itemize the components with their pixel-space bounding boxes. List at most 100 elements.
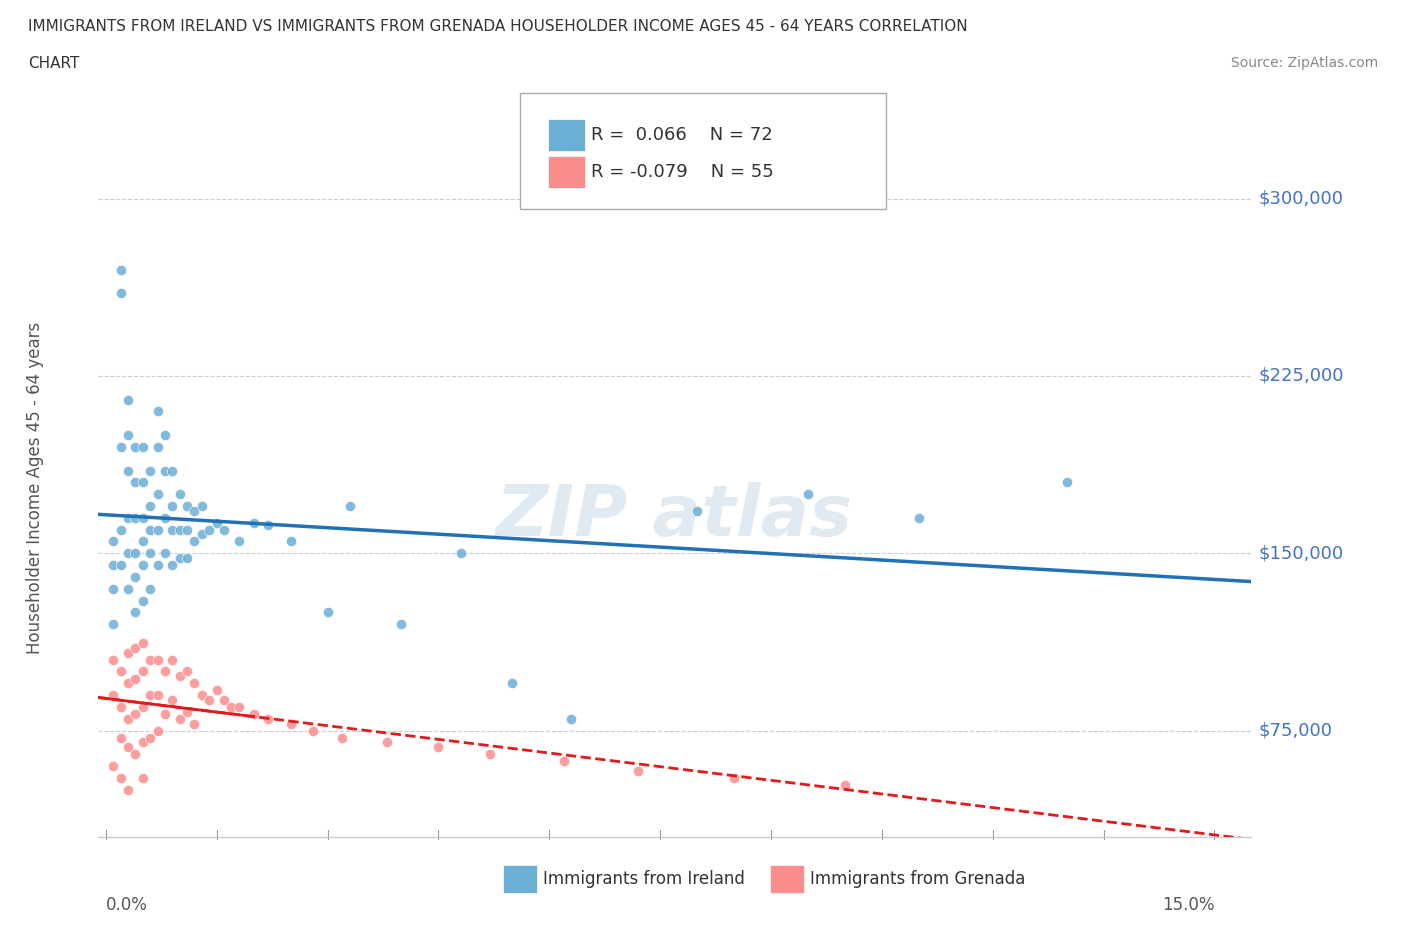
Point <box>198 522 221 537</box>
Point <box>132 593 155 608</box>
Point <box>117 581 139 596</box>
Point <box>280 534 302 549</box>
Point <box>146 724 169 738</box>
Point <box>242 707 264 722</box>
Point <box>479 747 502 762</box>
Point <box>124 511 146 525</box>
Point <box>176 704 198 719</box>
Point <box>228 534 250 549</box>
Point <box>316 604 339 619</box>
Point <box>153 707 176 722</box>
Point <box>153 511 176 525</box>
Point <box>169 486 191 501</box>
Point <box>117 739 139 754</box>
Point <box>110 522 132 537</box>
Point <box>103 558 125 573</box>
Point <box>132 511 155 525</box>
Point <box>132 664 155 679</box>
Point <box>124 569 146 584</box>
Point <box>117 546 139 561</box>
Point <box>146 687 169 702</box>
Point <box>339 498 361 513</box>
Point <box>139 522 162 537</box>
Text: 15.0%: 15.0% <box>1161 897 1215 914</box>
Point <box>501 676 523 691</box>
Point <box>132 699 155 714</box>
Point <box>124 707 146 722</box>
Point <box>834 777 856 792</box>
Point <box>110 262 132 277</box>
Point <box>169 669 191 684</box>
Text: Source: ZipAtlas.com: Source: ZipAtlas.com <box>1230 56 1378 70</box>
Point <box>560 711 582 726</box>
Text: $300,000: $300,000 <box>1258 190 1343 207</box>
Point <box>117 645 139 660</box>
Point <box>427 739 450 754</box>
Point <box>301 724 323 738</box>
Point <box>257 517 280 532</box>
Point <box>183 716 205 731</box>
Point <box>139 463 162 478</box>
Point <box>242 515 264 530</box>
Point <box>103 652 125 667</box>
Text: Immigrants from Ireland: Immigrants from Ireland <box>543 870 745 888</box>
Point <box>103 759 125 774</box>
Point <box>153 428 176 443</box>
Point <box>198 693 221 708</box>
Point <box>146 558 169 573</box>
Text: ZIP atlas: ZIP atlas <box>496 482 853 551</box>
Point <box>162 463 184 478</box>
Point <box>110 558 132 573</box>
Point <box>124 604 146 619</box>
Point <box>103 687 125 702</box>
Point <box>139 498 162 513</box>
Text: $150,000: $150,000 <box>1258 544 1344 563</box>
Point <box>139 730 162 745</box>
Point <box>153 546 176 561</box>
Point <box>450 546 472 561</box>
Point <box>132 440 155 455</box>
Point <box>110 730 132 745</box>
Point <box>153 664 176 679</box>
Point <box>375 735 398 750</box>
Point <box>162 558 184 573</box>
Point <box>146 440 169 455</box>
Point <box>103 581 125 596</box>
Point <box>110 770 132 785</box>
Point <box>162 522 184 537</box>
Point <box>117 511 139 525</box>
Text: R = -0.079    N = 55: R = -0.079 N = 55 <box>591 163 773 181</box>
Point <box>103 534 125 549</box>
Point <box>183 534 205 549</box>
Point <box>162 693 184 708</box>
Point <box>117 676 139 691</box>
Point <box>627 764 650 778</box>
Point <box>146 522 169 537</box>
Point <box>132 558 155 573</box>
Point <box>124 546 146 561</box>
Text: Immigrants from Grenada: Immigrants from Grenada <box>810 870 1025 888</box>
Point <box>146 404 169 418</box>
Point <box>132 770 155 785</box>
Point <box>153 463 176 478</box>
Point <box>553 754 575 769</box>
Point <box>124 641 146 656</box>
Point <box>139 581 162 596</box>
Point <box>132 475 155 490</box>
Point <box>205 515 228 530</box>
Point <box>797 486 820 501</box>
Point <box>117 463 139 478</box>
Point <box>176 522 198 537</box>
Point <box>686 503 709 518</box>
Point <box>132 534 155 549</box>
Point <box>117 428 139 443</box>
Point <box>257 711 280 726</box>
Point <box>169 551 191 565</box>
Text: IMMIGRANTS FROM IRELAND VS IMMIGRANTS FROM GRENADA HOUSEHOLDER INCOME AGES 45 - : IMMIGRANTS FROM IRELAND VS IMMIGRANTS FR… <box>28 19 967 33</box>
Point <box>176 498 198 513</box>
Text: $225,000: $225,000 <box>1258 367 1344 385</box>
Point <box>183 503 205 518</box>
Point <box>103 617 125 631</box>
Point <box>176 664 198 679</box>
Point <box>212 693 235 708</box>
